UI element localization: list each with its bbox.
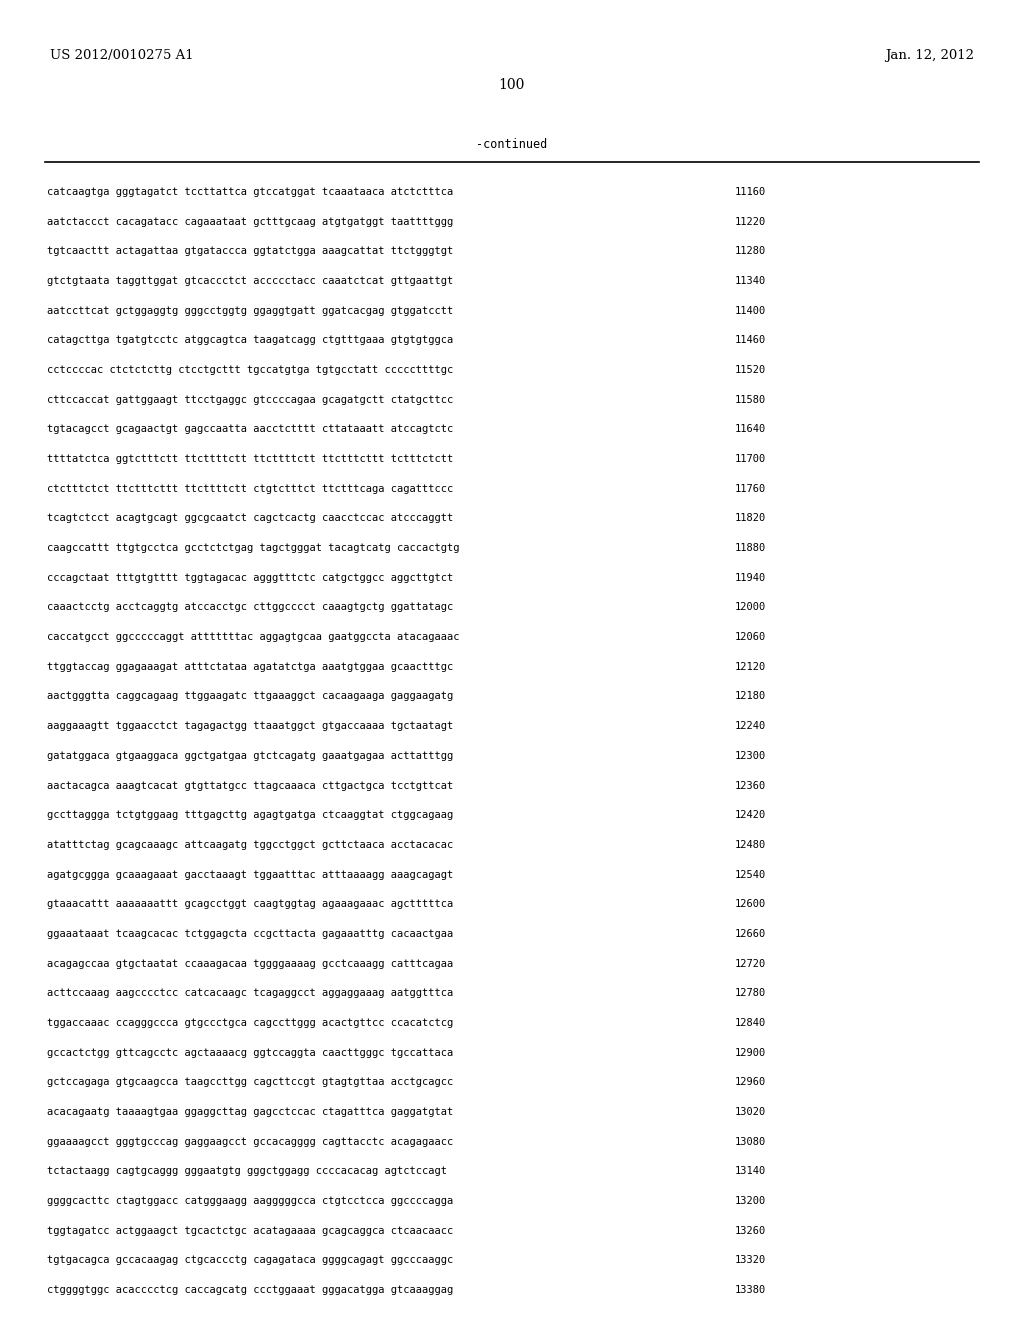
Text: 12960: 12960 xyxy=(735,1077,766,1088)
Text: acagagccaa gtgctaatat ccaaagacaa tggggaaaag gcctcaaagg catttcagaa: acagagccaa gtgctaatat ccaaagacaa tggggaa… xyxy=(47,958,454,969)
Text: acacagaatg taaaagtgaa ggaggcttag gagcctccac ctagatttca gaggatgtat: acacagaatg taaaagtgaa ggaggcttag gagcctc… xyxy=(47,1107,454,1117)
Text: 13380: 13380 xyxy=(735,1286,766,1295)
Text: tctactaagg cagtgcaggg gggaatgtg gggctggagg ccccacacag agtctccagt: tctactaagg cagtgcaggg gggaatgtg gggctgga… xyxy=(47,1167,447,1176)
Text: 12300: 12300 xyxy=(735,751,766,760)
Text: caaactcctg acctcaggtg atccacctgc cttggcccct caaagtgctg ggattatagc: caaactcctg acctcaggtg atccacctgc cttggcc… xyxy=(47,602,454,612)
Text: Jan. 12, 2012: Jan. 12, 2012 xyxy=(885,49,974,62)
Text: 11700: 11700 xyxy=(735,454,766,465)
Text: 11400: 11400 xyxy=(735,305,766,315)
Text: 12180: 12180 xyxy=(735,692,766,701)
Text: 12420: 12420 xyxy=(735,810,766,820)
Text: catagcttga tgatgtcctc atggcagtca taagatcagg ctgtttgaaa gtgtgtggca: catagcttga tgatgtcctc atggcagtca taagatc… xyxy=(47,335,454,346)
Text: ttttatctca ggtctttctt ttcttttctt ttcttttctt ttctttcttt tctttctctt: ttttatctca ggtctttctt ttcttttctt ttctttt… xyxy=(47,454,454,465)
Text: 12720: 12720 xyxy=(735,958,766,969)
Text: acttccaaag aagcccctcc catcacaagc tcagaggcct aggaggaaag aatggtttca: acttccaaag aagcccctcc catcacaagc tcagagg… xyxy=(47,989,454,998)
Text: aactgggtta caggcagaag ttggaagatc ttgaaaggct cacaagaaga gaggaagatg: aactgggtta caggcagaag ttggaagatc ttgaaag… xyxy=(47,692,454,701)
Text: gccactctgg gttcagcctc agctaaaacg ggtccaggta caacttgggc tgccattaca: gccactctgg gttcagcctc agctaaaacg ggtccag… xyxy=(47,1048,454,1057)
Text: gctccagaga gtgcaagcca taagccttgg cagcttccgt gtagtgttaa acctgcagcc: gctccagaga gtgcaagcca taagccttgg cagcttc… xyxy=(47,1077,454,1088)
Text: cttccaccat gattggaagt ttcctgaggc gtccccagaa gcagatgctt ctatgcttcc: cttccaccat gattggaagt ttcctgaggc gtcccca… xyxy=(47,395,454,405)
Text: ctctttctct ttctttcttt ttcttttctt ctgtctttct ttctttcaga cagatttccc: ctctttctct ttctttcttt ttcttttctt ctgtctt… xyxy=(47,483,454,494)
Text: 12240: 12240 xyxy=(735,721,766,731)
Text: ggggcacttc ctagtggacc catgggaagg aagggggcca ctgtcctcca ggccccagga: ggggcacttc ctagtggacc catgggaagg aaggggg… xyxy=(47,1196,454,1206)
Text: ctggggtggc acacccctcg caccagcatg ccctggaaat gggacatgga gtcaaaggag: ctggggtggc acacccctcg caccagcatg ccctgga… xyxy=(47,1286,454,1295)
Text: aaggaaagtt tggaacctct tagagactgg ttaaatggct gtgaccaaaa tgctaatagt: aaggaaagtt tggaacctct tagagactgg ttaaatg… xyxy=(47,721,454,731)
Text: 12540: 12540 xyxy=(735,870,766,879)
Text: 13260: 13260 xyxy=(735,1226,766,1236)
Text: 11220: 11220 xyxy=(735,216,766,227)
Text: 11580: 11580 xyxy=(735,395,766,405)
Text: 12000: 12000 xyxy=(735,602,766,612)
Text: -continued: -continued xyxy=(476,139,548,152)
Text: 11340: 11340 xyxy=(735,276,766,286)
Text: gccttaggga tctgtggaag tttgagcttg agagtgatga ctcaaggtat ctggcagaag: gccttaggga tctgtggaag tttgagcttg agagtga… xyxy=(47,810,454,820)
Text: tgtcaacttt actagattaa gtgataccca ggtatctgga aaagcattat ttctgggtgt: tgtcaacttt actagattaa gtgataccca ggtatct… xyxy=(47,247,454,256)
Text: 12600: 12600 xyxy=(735,899,766,909)
Text: 12900: 12900 xyxy=(735,1048,766,1057)
Text: gtaaacattt aaaaaaattt gcagcctggt caagtggtag agaaagaaac agctttttca: gtaaacattt aaaaaaattt gcagcctggt caagtgg… xyxy=(47,899,454,909)
Text: 12660: 12660 xyxy=(735,929,766,939)
Text: 13320: 13320 xyxy=(735,1255,766,1266)
Text: tgtacagcct gcagaactgt gagccaatta aacctctttt cttataaatt atccagtctc: tgtacagcct gcagaactgt gagccaatta aacctct… xyxy=(47,424,454,434)
Text: 12060: 12060 xyxy=(735,632,766,642)
Text: US 2012/0010275 A1: US 2012/0010275 A1 xyxy=(50,49,194,62)
Text: cctccccac ctctctcttg ctcctgcttt tgccatgtga tgtgcctatt cccccttttgc: cctccccac ctctctcttg ctcctgcttt tgccatgt… xyxy=(47,364,454,375)
Text: tgtgacagca gccacaagag ctgcaccctg cagagataca ggggcagagt ggcccaaggc: tgtgacagca gccacaagag ctgcaccctg cagagat… xyxy=(47,1255,454,1266)
Text: 13140: 13140 xyxy=(735,1167,766,1176)
Text: 11280: 11280 xyxy=(735,247,766,256)
Text: 11460: 11460 xyxy=(735,335,766,346)
Text: 12780: 12780 xyxy=(735,989,766,998)
Text: tcagtctcct acagtgcagt ggcgcaatct cagctcactg caacctccac atcccaggtt: tcagtctcct acagtgcagt ggcgcaatct cagctca… xyxy=(47,513,454,523)
Text: 12120: 12120 xyxy=(735,661,766,672)
Text: catcaagtga gggtagatct tccttattca gtccatggat tcaaataaca atctctttca: catcaagtga gggtagatct tccttattca gtccatg… xyxy=(47,187,454,197)
Text: cccagctaat tttgtgtttt tggtagacac agggtttctc catgctggcc aggcttgtct: cccagctaat tttgtgtttt tggtagacac agggttt… xyxy=(47,573,454,582)
Text: 11520: 11520 xyxy=(735,364,766,375)
Text: aactacagca aaagtcacat gtgttatgcc ttagcaaaca cttgactgca tcctgttcat: aactacagca aaagtcacat gtgttatgcc ttagcaa… xyxy=(47,780,454,791)
Text: gtctgtaata taggttggat gtcaccctct accccctacc caaatctcat gttgaattgt: gtctgtaata taggttggat gtcaccctct accccct… xyxy=(47,276,454,286)
Text: 11760: 11760 xyxy=(735,483,766,494)
Text: caagccattt ttgtgcctca gcctctctgag tagctgggat tacagtcatg caccactgtg: caagccattt ttgtgcctca gcctctctgag tagctg… xyxy=(47,543,460,553)
Text: 13020: 13020 xyxy=(735,1107,766,1117)
Text: tggaccaaac ccagggccca gtgccctgca cagccttggg acactgttcc ccacatctcg: tggaccaaac ccagggccca gtgccctgca cagcctt… xyxy=(47,1018,454,1028)
Text: gatatggaca gtgaaggaca ggctgatgaa gtctcagatg gaaatgagaa acttatttgg: gatatggaca gtgaaggaca ggctgatgaa gtctcag… xyxy=(47,751,454,760)
Text: 11940: 11940 xyxy=(735,573,766,582)
Text: agatgcggga gcaaagaaat gacctaaagt tggaatttac atttaaaagg aaagcagagt: agatgcggga gcaaagaaat gacctaaagt tggaatt… xyxy=(47,870,454,879)
Text: ggaaaagcct gggtgcccag gaggaagcct gccacagggg cagttacctc acagagaacc: ggaaaagcct gggtgcccag gaggaagcct gccacag… xyxy=(47,1137,454,1147)
Text: aatccttcat gctggaggtg gggcctggtg ggaggtgatt ggatcacgag gtggatcctt: aatccttcat gctggaggtg gggcctggtg ggaggtg… xyxy=(47,305,454,315)
Text: 12360: 12360 xyxy=(735,780,766,791)
Text: 13200: 13200 xyxy=(735,1196,766,1206)
Text: 11640: 11640 xyxy=(735,424,766,434)
Text: 11160: 11160 xyxy=(735,187,766,197)
Text: caccatgcct ggcccccaggt atttttttac aggagtgcaa gaatggccta atacagaaac: caccatgcct ggcccccaggt atttttttac aggagt… xyxy=(47,632,460,642)
Text: tggtagatcc actggaagct tgcactctgc acatagaaaa gcagcaggca ctcaacaacc: tggtagatcc actggaagct tgcactctgc acataga… xyxy=(47,1226,454,1236)
Text: 11880: 11880 xyxy=(735,543,766,553)
Text: atatttctag gcagcaaagc attcaagatg tggcctggct gcttctaaca acctacacac: atatttctag gcagcaaagc attcaagatg tggcctg… xyxy=(47,840,454,850)
Text: 12840: 12840 xyxy=(735,1018,766,1028)
Text: 11820: 11820 xyxy=(735,513,766,523)
Text: 13080: 13080 xyxy=(735,1137,766,1147)
Text: ttggtaccag ggagaaagat atttctataa agatatctga aaatgtggaa gcaactttgc: ttggtaccag ggagaaagat atttctataa agatatc… xyxy=(47,661,454,672)
Text: 12480: 12480 xyxy=(735,840,766,850)
Text: ggaaataaat tcaagcacac tctggagcta ccgcttacta gagaaatttg cacaactgaa: ggaaataaat tcaagcacac tctggagcta ccgctta… xyxy=(47,929,454,939)
Text: 100: 100 xyxy=(499,78,525,92)
Text: aatctaccct cacagatacc cagaaataat gctttgcaag atgtgatggt taattttggg: aatctaccct cacagatacc cagaaataat gctttgc… xyxy=(47,216,454,227)
